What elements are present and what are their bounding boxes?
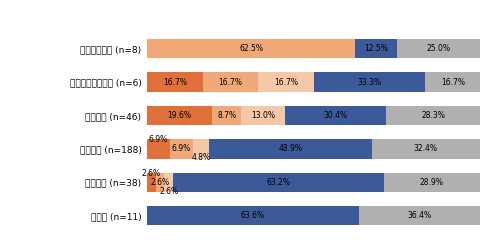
Bar	[258, 72, 314, 92]
Bar	[147, 139, 170, 159]
Bar	[372, 139, 480, 159]
Bar	[147, 173, 156, 192]
Bar	[397, 39, 480, 58]
Text: 48.9%: 48.9%	[278, 144, 302, 153]
Text: 62.5%: 62.5%	[239, 44, 263, 53]
Text: 13.0%: 13.0%	[251, 111, 275, 120]
Text: 16.7%: 16.7%	[441, 78, 465, 86]
Text: 25.0%: 25.0%	[427, 44, 450, 53]
Text: 12.5%: 12.5%	[364, 44, 388, 53]
Bar	[425, 72, 481, 92]
Bar	[147, 206, 359, 225]
Text: 19.6%: 19.6%	[168, 111, 192, 120]
Text: 32.4%: 32.4%	[414, 144, 438, 153]
Bar	[193, 139, 209, 159]
Text: 8.7%: 8.7%	[217, 111, 236, 120]
Bar	[147, 39, 355, 58]
Bar	[386, 106, 480, 125]
Text: 33.3%: 33.3%	[357, 78, 382, 86]
Text: 4.8%: 4.8%	[192, 153, 211, 162]
Text: 6.9%: 6.9%	[172, 144, 191, 153]
Text: 2.6%: 2.6%	[142, 169, 161, 178]
Text: 30.4%: 30.4%	[323, 111, 347, 120]
Bar	[147, 106, 212, 125]
Bar	[173, 173, 384, 192]
Bar	[203, 72, 258, 92]
Bar	[212, 106, 241, 125]
Bar	[156, 173, 164, 192]
Text: 36.4%: 36.4%	[408, 211, 432, 220]
Bar	[241, 106, 285, 125]
Text: 16.7%: 16.7%	[163, 78, 187, 86]
Bar	[314, 72, 425, 92]
Text: 28.9%: 28.9%	[420, 178, 443, 187]
Bar	[359, 206, 480, 225]
Bar	[384, 173, 480, 192]
Text: 16.7%: 16.7%	[219, 78, 243, 86]
Text: 63.2%: 63.2%	[266, 178, 290, 187]
Text: 16.7%: 16.7%	[274, 78, 298, 86]
Text: 28.3%: 28.3%	[421, 111, 445, 120]
Bar	[209, 139, 372, 159]
Text: 2.6%: 2.6%	[150, 178, 170, 187]
Bar	[170, 139, 193, 159]
Bar	[164, 173, 173, 192]
Text: 63.6%: 63.6%	[241, 211, 265, 220]
Text: 6.9%: 6.9%	[149, 135, 168, 144]
Text: 2.6%: 2.6%	[159, 187, 178, 196]
Bar	[355, 39, 397, 58]
Bar	[147, 72, 203, 92]
Bar	[285, 106, 386, 125]
